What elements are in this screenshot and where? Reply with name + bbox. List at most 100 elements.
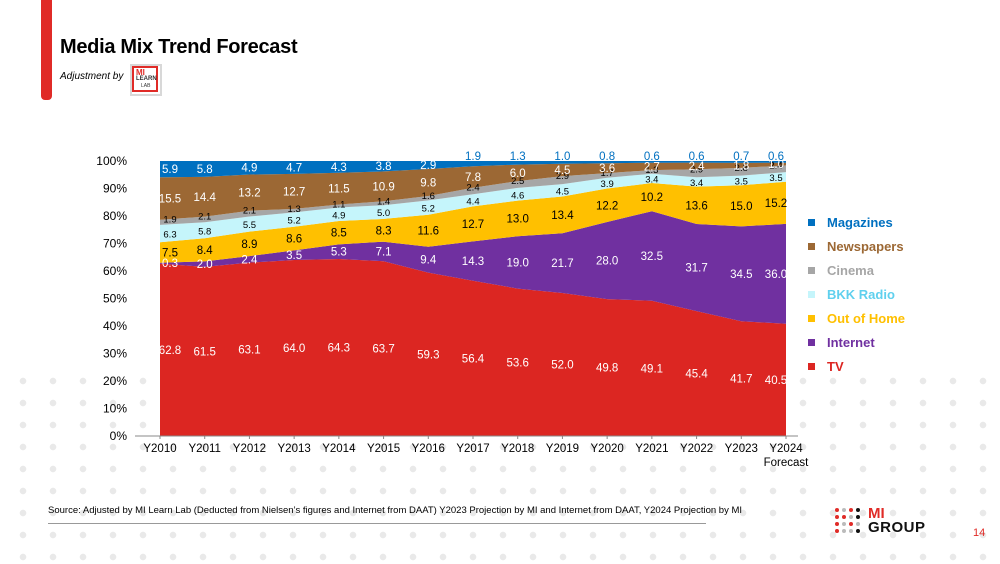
x-tick-label: Y2019 <box>546 443 579 455</box>
data-label-internet: 3.5 <box>286 250 302 262</box>
data-label-cinema: 1.9 <box>163 215 176 226</box>
data-label-internet: 36.0 <box>765 269 787 281</box>
area-magazines <box>160 161 786 178</box>
mi-learn-lab-logo: MI LEARN LAB <box>130 64 162 96</box>
area-tv <box>160 259 786 436</box>
logo-dot <box>842 528 846 533</box>
x-tick-label: Y2022 <box>680 443 713 455</box>
data-label-tv: 52.0 <box>551 360 573 372</box>
data-label-magazines: 1.3 <box>510 151 526 163</box>
data-label-bkk-radio: 3.5 <box>769 173 782 184</box>
y-tick-label: 90% <box>103 182 127 196</box>
logo-dot <box>856 514 860 519</box>
data-label-tv: 59.3 <box>417 349 439 361</box>
data-label-newspapers: 7.8 <box>465 172 481 184</box>
data-label-bkk-radio: 3.4 <box>645 174 658 185</box>
data-label-out-of-home: 7.5 <box>162 248 178 260</box>
y-tick-label: 50% <box>103 292 127 306</box>
data-label-internet: 19.0 <box>507 257 529 269</box>
x-tick-label: Y2014 <box>322 443 356 455</box>
logo-dot <box>856 521 860 526</box>
x-tick-label: Y2023 <box>725 443 758 455</box>
data-label-tv: 49.8 <box>596 363 618 375</box>
data-label-magazines: 4.9 <box>241 163 257 175</box>
data-label-cinema: 1.6 <box>422 191 435 202</box>
logo-dot <box>842 507 846 512</box>
data-label-bkk-radio: 3.4 <box>690 178 703 189</box>
data-label-magazines: 5.9 <box>162 164 178 176</box>
logo-dot <box>835 507 839 512</box>
data-label-internet: 21.7 <box>551 258 573 270</box>
data-label-bkk-radio: 5.8 <box>198 226 211 237</box>
data-label-internet: 2.0 <box>197 259 213 271</box>
data-label-out-of-home: 8.6 <box>286 234 302 246</box>
brand-group: GROUP <box>868 519 926 536</box>
source-divider <box>48 523 706 524</box>
data-label-cinema: 2.9 <box>690 164 703 175</box>
data-label-magazines: 0.6 <box>768 151 784 163</box>
legend-swatch-icon <box>808 314 815 322</box>
logo-dot <box>849 514 853 519</box>
x-tick-label: Y2024 <box>769 443 803 455</box>
lab-logo-mi: MI <box>136 68 145 77</box>
data-label-internet: 0.3 <box>162 258 178 270</box>
data-label-tv: 64.3 <box>328 342 350 354</box>
logo-dot <box>835 528 839 533</box>
data-label-internet: 32.5 <box>641 251 663 263</box>
data-label-magazines: 4.7 <box>286 162 302 174</box>
chart-legend: Magazines Newspapers Cinema BKK Radio Out of… <box>808 210 905 378</box>
data-label-out-of-home: 13.4 <box>551 210 574 222</box>
legend-label: TV <box>827 358 844 374</box>
legend-label: Cinema <box>827 262 874 278</box>
data-label-bkk-radio: 4.5 <box>556 186 569 197</box>
data-label-tv: 63.7 <box>372 344 394 356</box>
logo-dot <box>842 514 846 519</box>
area-out-of-home <box>160 181 786 263</box>
data-label-tv: 63.1 <box>238 344 260 356</box>
data-label-out-of-home: 8.4 <box>197 245 214 257</box>
x-tick-sublabel: Forecast <box>764 457 810 469</box>
data-label-cinema: 1.3 <box>645 165 658 176</box>
data-label-out-of-home: 13.0 <box>507 213 529 225</box>
data-label-newspapers: 9.8 <box>420 177 436 189</box>
x-tick-label: Y2016 <box>412 443 445 455</box>
legend-swatch-icon <box>808 362 815 370</box>
x-tick-label: Y2011 <box>189 443 221 455</box>
data-label-internet: 14.3 <box>462 256 484 268</box>
x-tick-label: Y2013 <box>278 443 311 455</box>
data-label-magazines: 3.8 <box>376 161 392 173</box>
logo-dot <box>856 528 860 533</box>
data-label-cinema: 1.4 <box>377 196 390 207</box>
y-tick-label: 30% <box>103 347 127 361</box>
data-label-newspapers: 2.4 <box>689 161 706 173</box>
logo-dot <box>849 528 853 533</box>
legend-item-magazines: Magazines <box>808 210 905 234</box>
data-label-magazines: 0.8 <box>599 151 615 163</box>
x-tick-label: Y2012 <box>233 443 266 455</box>
y-tick-label: 20% <box>103 374 127 388</box>
x-tick-label: Y2017 <box>456 443 489 455</box>
data-label-newspapers: 1.8 <box>733 160 749 172</box>
data-label-internet: 28.0 <box>596 256 618 268</box>
page-number: 14 <box>973 527 986 539</box>
data-label-tv: 61.5 <box>194 346 216 358</box>
data-label-bkk-radio: 4.9 <box>332 210 345 221</box>
y-tick-label: 10% <box>103 402 127 416</box>
data-label-bkk-radio: 6.3 <box>163 230 176 241</box>
data-label-cinema: 1.3 <box>288 204 301 215</box>
data-label-internet: 9.4 <box>420 255 437 267</box>
logo-dot <box>835 514 839 519</box>
logo-dot <box>856 507 860 512</box>
data-label-bkk-radio: 5.5 <box>243 220 256 231</box>
data-label-newspapers: 11.5 <box>328 184 350 196</box>
data-label-cinema: 1.1 <box>332 199 345 210</box>
legend-item-internet: Internet <box>808 330 905 354</box>
data-label-magazines: 1.9 <box>465 151 481 163</box>
data-label-out-of-home: 8.5 <box>331 228 347 240</box>
data-label-bkk-radio: 5.2 <box>422 204 435 215</box>
legend-item-cinema: Cinema <box>808 258 905 282</box>
data-label-tv: 45.4 <box>685 369 708 381</box>
y-tick-label: 0% <box>110 429 128 443</box>
data-label-tv: 53.6 <box>507 357 529 369</box>
data-label-internet: 2.4 <box>241 254 258 266</box>
